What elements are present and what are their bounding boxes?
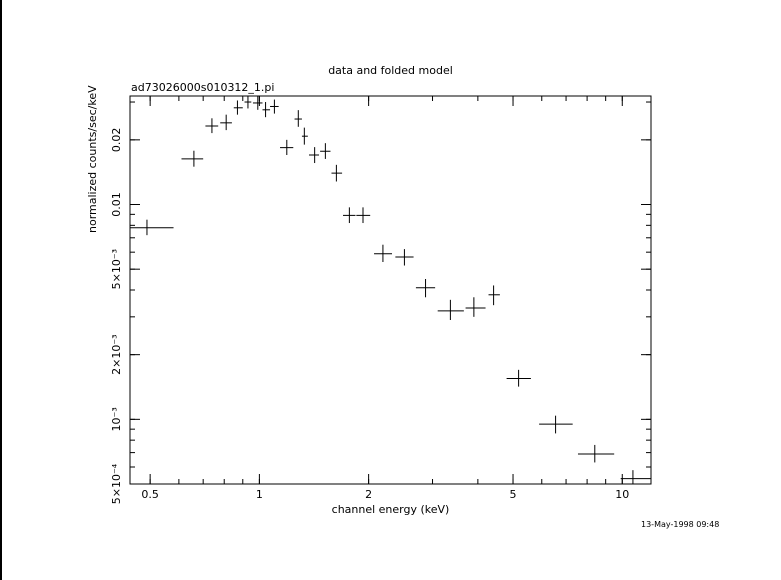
y-tick-label: 0.02	[110, 128, 123, 153]
data-point	[331, 164, 343, 182]
data-point	[262, 102, 271, 118]
data-point	[465, 297, 486, 317]
data-point	[220, 114, 232, 131]
y-tick-label: 0.01	[110, 192, 123, 217]
data-point	[181, 150, 204, 167]
data-point	[205, 118, 219, 134]
data-point	[270, 99, 279, 114]
x-tick-label: 10	[615, 488, 629, 501]
window-left-border	[0, 0, 2, 580]
data-point	[301, 127, 308, 145]
data-point	[395, 249, 414, 266]
data-point	[294, 110, 302, 127]
data-point	[577, 444, 615, 463]
data-point	[343, 207, 356, 224]
data-point	[620, 470, 651, 484]
data-point	[280, 139, 294, 156]
data-point	[415, 279, 436, 298]
data-point	[252, 96, 263, 110]
x-axis-label: channel energy (keV)	[331, 503, 450, 516]
data-point	[437, 299, 464, 321]
y-tick-label: 10⁻³	[110, 407, 123, 431]
plot-frame	[129, 95, 652, 485]
data-point	[374, 244, 393, 263]
data-point	[130, 219, 174, 236]
y-tick-label: 5×10⁻⁴	[110, 463, 123, 504]
chart-title: data and folded model	[328, 64, 453, 77]
data-point	[488, 285, 500, 306]
x-tick-label: 0.5	[141, 488, 159, 501]
data-point	[356, 207, 371, 224]
y-tick-label: 2×10⁻³	[110, 334, 123, 374]
data-point	[308, 147, 320, 164]
data-point	[233, 100, 243, 115]
timestamp: 13-May-1998 09:48	[641, 520, 720, 529]
data-point	[320, 143, 331, 159]
x-tick-label: 5	[510, 488, 517, 501]
data-point	[506, 369, 531, 387]
x-tick-label: 2	[365, 488, 372, 501]
data-point	[539, 415, 573, 434]
chart-subtitle: ad73026000s010312_1.pi	[131, 81, 275, 94]
x-tick-label: 1	[256, 488, 263, 501]
y-tick-label: 5×10⁻³	[110, 249, 123, 289]
data-point	[244, 96, 252, 109]
